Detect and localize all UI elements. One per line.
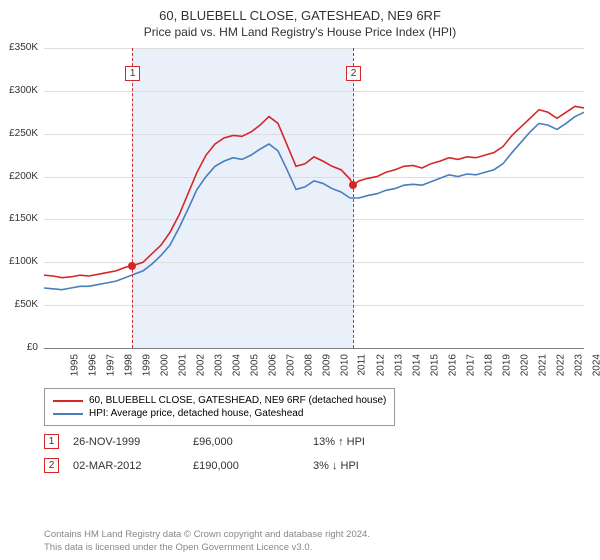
x-axis-tick-label: 2013 xyxy=(393,354,404,376)
legend-label: 60, BLUEBELL CLOSE, GATESHEAD, NE9 6RF (… xyxy=(89,395,386,406)
x-axis-tick-label: 2024 xyxy=(591,354,600,376)
footer-line-2: This data is licensed under the Open Gov… xyxy=(44,542,370,554)
sale-info-row: 1 26-NOV-1999£96,00013% ↑ HPI xyxy=(44,434,433,449)
x-axis-tick-label: 2016 xyxy=(447,354,458,376)
x-axis-tick-label: 2020 xyxy=(519,354,530,376)
x-axis-tick-label: 2015 xyxy=(429,354,440,376)
sale-info-marker: 2 xyxy=(44,458,59,473)
sale-info-delta: 3% ↓ HPI xyxy=(313,460,433,472)
sale-marker-line xyxy=(132,48,133,348)
series-line-price xyxy=(44,106,584,277)
sale-marker-box: 1 xyxy=(125,66,140,81)
x-axis-tick-label: 2002 xyxy=(195,354,206,376)
chart-svg xyxy=(44,48,584,348)
legend-label: HPI: Average price, detached house, Gate… xyxy=(89,408,303,419)
y-axis-tick-label: £350K xyxy=(0,42,38,53)
y-axis-tick-label: £300K xyxy=(0,85,38,96)
x-axis-tick-label: 1997 xyxy=(105,354,116,376)
legend-swatch xyxy=(53,400,83,402)
sale-marker-dot xyxy=(349,181,357,189)
x-axis-tick-label: 2012 xyxy=(375,354,386,376)
footer-line-1: Contains HM Land Registry data © Crown c… xyxy=(44,529,370,541)
x-axis-tick-label: 1995 xyxy=(69,354,80,376)
x-axis-tick-label: 2006 xyxy=(267,354,278,376)
x-axis-tick-label: 2011 xyxy=(357,354,368,376)
y-axis-tick-label: £100K xyxy=(0,256,38,267)
x-axis-tick-label: 2017 xyxy=(465,354,476,376)
sale-info-marker: 1 xyxy=(44,434,59,449)
x-axis-tick-label: 2001 xyxy=(177,354,188,376)
x-axis-tick-label: 2000 xyxy=(159,354,170,376)
x-axis-tick-label: 2019 xyxy=(501,354,512,376)
x-axis-tick-label: 2010 xyxy=(339,354,350,376)
y-axis-tick-label: £250K xyxy=(0,128,38,139)
sale-info-row: 2 02-MAR-2012£190,0003% ↓ HPI xyxy=(44,458,433,473)
y-axis-tick-label: £0 xyxy=(0,342,38,353)
x-axis-tick-label: 2009 xyxy=(321,354,332,376)
x-axis-tick-label: 2004 xyxy=(231,354,242,376)
chart-subtitle: Price paid vs. HM Land Registry's House … xyxy=(0,25,600,39)
sale-info-delta: 13% ↑ HPI xyxy=(313,436,433,448)
x-axis-tick-label: 2018 xyxy=(483,354,494,376)
y-axis-tick-label: £200K xyxy=(0,171,38,182)
legend-item: HPI: Average price, detached house, Gate… xyxy=(53,408,386,419)
x-axis-tick-label: 1998 xyxy=(123,354,134,376)
x-axis-tick-label: 1999 xyxy=(141,354,152,376)
x-axis-tick-label: 2007 xyxy=(285,354,296,376)
x-axis-tick-label: 2014 xyxy=(411,354,422,376)
x-axis-tick-label: 2023 xyxy=(573,354,584,376)
x-axis-tick-label: 1996 xyxy=(87,354,98,376)
x-axis-tick-label: 2003 xyxy=(213,354,224,376)
sale-info-date: 26-NOV-1999 xyxy=(73,436,193,448)
gridline-h xyxy=(44,348,584,349)
sale-info-price: £96,000 xyxy=(193,436,313,448)
chart-plot-area: 12 xyxy=(44,48,584,348)
sale-info-date: 02-MAR-2012 xyxy=(73,460,193,472)
x-axis-tick-label: 2022 xyxy=(555,354,566,376)
series-line-hpi xyxy=(44,112,584,289)
chart-footer: Contains HM Land Registry data © Crown c… xyxy=(44,529,370,554)
y-axis-tick-label: £150K xyxy=(0,213,38,224)
chart-legend: 60, BLUEBELL CLOSE, GATESHEAD, NE9 6RF (… xyxy=(44,388,395,426)
sale-info-price: £190,000 xyxy=(193,460,313,472)
sale-marker-dot xyxy=(128,262,136,270)
sale-marker-line xyxy=(353,48,354,348)
y-axis-tick-label: £50K xyxy=(0,299,38,310)
legend-item: 60, BLUEBELL CLOSE, GATESHEAD, NE9 6RF (… xyxy=(53,395,386,406)
chart-title-address: 60, BLUEBELL CLOSE, GATESHEAD, NE9 6RF xyxy=(0,8,600,23)
x-axis-tick-label: 2008 xyxy=(303,354,314,376)
x-axis-tick-label: 2005 xyxy=(249,354,260,376)
x-axis-tick-label: 2021 xyxy=(537,354,548,376)
legend-swatch xyxy=(53,413,83,415)
sale-marker-box: 2 xyxy=(346,66,361,81)
